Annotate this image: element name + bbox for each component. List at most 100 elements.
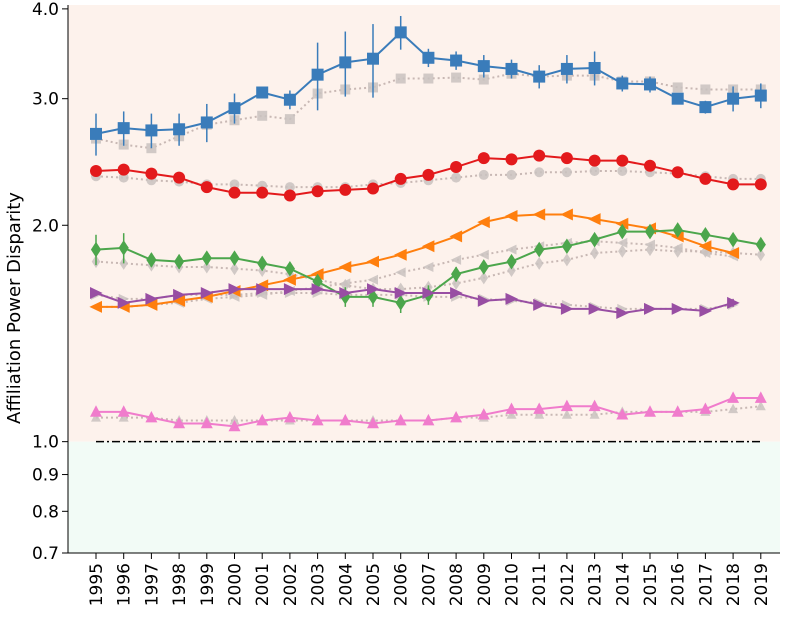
data-point [145, 411, 158, 423]
data-point [311, 268, 324, 281]
data-point [145, 167, 158, 180]
data-point [505, 62, 518, 75]
data-point [228, 283, 242, 296]
data-point [256, 186, 269, 199]
data-point [616, 154, 629, 167]
data-point [90, 405, 102, 417]
baseline-point [617, 165, 628, 176]
baseline-point [561, 167, 572, 178]
data-point [728, 231, 739, 248]
data-point [671, 166, 684, 179]
x-tick-label: 2001 [253, 563, 273, 606]
data-point [90, 286, 103, 299]
data-point [89, 300, 102, 313]
data-point [533, 149, 546, 162]
data-point [505, 292, 519, 305]
data-point [394, 413, 407, 426]
baseline-point [562, 253, 572, 267]
baseline-point [395, 73, 406, 84]
data-point [394, 248, 407, 261]
data-point [560, 208, 573, 221]
data-point [338, 260, 352, 273]
baseline-point [478, 249, 489, 260]
data-point [340, 289, 351, 305]
data-point [450, 161, 463, 174]
data-point [615, 217, 629, 230]
x-tick-label: 2002 [281, 563, 301, 606]
data-point [283, 283, 297, 296]
baseline-point [284, 114, 295, 125]
x-tick-label: 2008 [447, 563, 467, 606]
x-tick-label: 1995 [87, 563, 107, 606]
data-point [560, 62, 573, 75]
x-tick-label: 2006 [392, 563, 412, 606]
data-point [588, 154, 601, 167]
data-point [700, 226, 711, 243]
data-point [421, 240, 435, 253]
data-point [257, 255, 268, 272]
data-point [589, 231, 600, 248]
data-point [560, 302, 574, 315]
y-tick-label: 3.0 [32, 90, 59, 110]
data-point [256, 86, 269, 99]
baseline-point [229, 179, 240, 190]
data-point [283, 411, 296, 423]
data-point [367, 416, 379, 429]
baseline-point [230, 262, 239, 276]
data-point [200, 416, 213, 429]
x-tick-label: 2011 [530, 563, 550, 606]
data-point [477, 216, 490, 229]
data-point [477, 408, 490, 420]
axes [67, 5, 780, 554]
data-point [228, 419, 241, 432]
x-tick-label: 2009 [475, 563, 495, 606]
baseline-point [423, 73, 434, 84]
data-point [173, 288, 186, 301]
data-point [90, 127, 102, 140]
data-point [644, 223, 656, 240]
y-tick-label: 2.0 [32, 216, 59, 236]
x-tick-label: 2014 [613, 563, 633, 606]
baseline-point [450, 254, 462, 265]
data-point [754, 391, 767, 403]
baseline-point [257, 110, 268, 121]
data-point [311, 68, 324, 81]
data-point [366, 255, 379, 268]
data-point [477, 152, 490, 165]
data-point [754, 89, 767, 102]
data-point [699, 172, 712, 185]
x-tick-label: 2007 [419, 563, 439, 606]
x-tick-label: 2019 [752, 563, 772, 606]
data-point [118, 240, 129, 256]
data-point [201, 250, 212, 266]
data-point [172, 294, 186, 307]
baseline-point [589, 409, 600, 419]
data-point [422, 286, 435, 299]
data-point [699, 101, 712, 114]
data-point [451, 266, 462, 282]
data-point [228, 186, 241, 199]
data-point [256, 283, 269, 296]
data-point [506, 253, 517, 270]
x-tick-label: 2010 [503, 563, 523, 606]
data-point [144, 298, 158, 311]
y-tick-label: 0.9 [32, 466, 59, 486]
data-point [173, 171, 186, 184]
x-tick-label: 1999 [198, 563, 218, 606]
data-point [394, 286, 408, 299]
data-point [726, 246, 740, 259]
data-point [339, 413, 352, 426]
data-point [145, 292, 158, 305]
data-point [644, 78, 656, 91]
baseline-point [534, 409, 545, 419]
data-point [367, 52, 379, 65]
series-blue-square [90, 15, 767, 156]
x-tick-label: 1997 [142, 563, 162, 606]
series-pink-up-triangle [90, 391, 767, 432]
data-point [367, 283, 380, 296]
data-point [532, 208, 546, 221]
baseline-point [534, 256, 544, 270]
y-tick-label: 0.8 [32, 502, 59, 522]
baseline-point [395, 267, 406, 278]
data-point [146, 252, 157, 268]
